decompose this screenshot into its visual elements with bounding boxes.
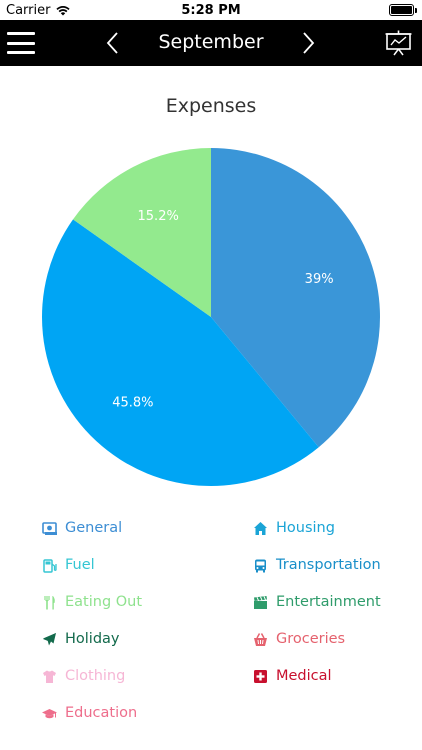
house-icon: [252, 520, 268, 536]
wifi-icon: [56, 6, 71, 16]
legend-item-fuel[interactable]: Fuel: [41, 557, 95, 573]
pie-slice-label-3: 15.2%: [138, 209, 179, 224]
chart-title: Expenses: [165, 95, 257, 117]
battery-icon: [389, 4, 417, 16]
carrier-label: Carrier: [6, 3, 51, 18]
legend-item-education[interactable]: Education: [41, 705, 137, 721]
status-bar: Carrier 5:28 PM: [0, 0, 422, 20]
legend-item-medical[interactable]: Medical: [252, 668, 332, 684]
legend-label: Education: [65, 705, 138, 721]
legend-label: Clothing: [65, 668, 126, 684]
status-time: 5:28 PM: [181, 3, 241, 18]
legend-label: Entertainment: [276, 594, 381, 610]
clapperboard-icon: [252, 594, 268, 610]
money-icon: [41, 520, 57, 536]
legend-item-holiday[interactable]: Holiday: [41, 631, 120, 647]
pie-slice-3[interactable]: [73, 148, 211, 317]
carrier-indicator: Carrier: [6, 3, 71, 18]
airplane-icon: [41, 631, 57, 647]
chevron-right-icon[interactable]: [296, 29, 320, 57]
legend-label: Transportation: [276, 557, 381, 573]
legend-label: Fuel: [65, 557, 95, 573]
graduation-cap-icon: [41, 705, 57, 721]
legend-label: General: [65, 520, 123, 536]
hamburger-menu-icon[interactable]: [6, 30, 36, 56]
legend-item-general[interactable]: General: [41, 520, 122, 536]
legend-item-entertainment[interactable]: Entertainment: [252, 594, 381, 610]
legend-item-clothing[interactable]: Clothing: [41, 668, 125, 684]
chevron-left-icon[interactable]: [101, 29, 125, 57]
legend-label: Groceries: [276, 631, 346, 647]
medical-cross-icon: [252, 668, 268, 684]
pie-slice-label-1: 39%: [305, 272, 334, 287]
legend-label: Housing: [276, 520, 335, 536]
fuel-icon: [41, 557, 57, 573]
legend-item-groceries[interactable]: Groceries: [252, 631, 345, 647]
legend-item-eating-out[interactable]: Eating Out: [41, 594, 142, 610]
tshirt-icon: [41, 668, 57, 684]
pie-slice-2[interactable]: [42, 219, 319, 486]
pie-slice-label-2: 45.8%: [112, 395, 153, 410]
basket-icon: [252, 631, 268, 647]
nav-bar: September: [0, 20, 422, 66]
expenses-pie-chart[interactable]: 39% 45.8% 15.2%: [0, 0, 422, 500]
month-title: September: [158, 31, 264, 53]
presentation-chart-icon[interactable]: [385, 30, 412, 56]
legend-label: Medical: [276, 668, 332, 684]
bus-icon: [252, 557, 268, 573]
legend-label: Eating Out: [65, 594, 143, 610]
pie-slice-1[interactable]: [211, 148, 380, 448]
legend-item-transportation[interactable]: Transportation: [252, 557, 381, 573]
legend-item-housing[interactable]: Housing: [252, 520, 335, 536]
fork-knife-icon: [41, 594, 57, 610]
legend-label: Holiday: [65, 631, 120, 647]
